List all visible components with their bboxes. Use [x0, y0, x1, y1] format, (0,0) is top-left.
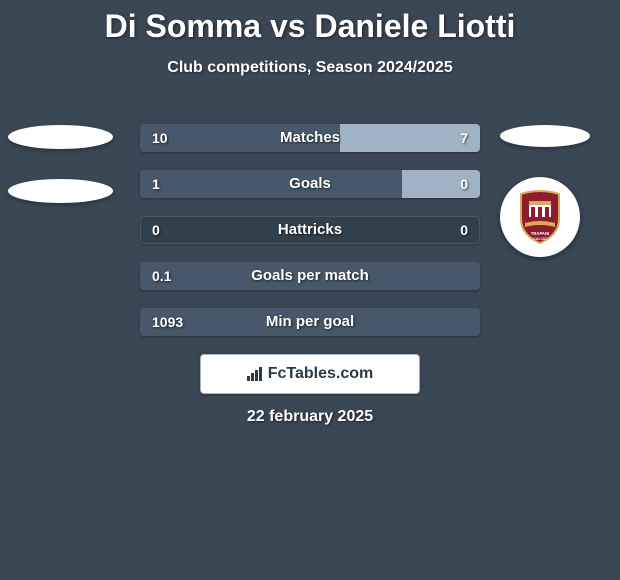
club-shield-icon: TRAPANI CALCIO	[515, 189, 565, 245]
stat-row: 10Matches7	[140, 124, 480, 152]
source-badge[interactable]: FcTables.com	[200, 354, 420, 394]
stat-row: 1Goals0	[140, 170, 480, 198]
stat-row: 1093Min per goal	[140, 308, 480, 336]
stat-row: 0Hattricks0	[140, 216, 480, 244]
club-badge: TRAPANI CALCIO	[500, 177, 580, 257]
stats-bars: 10Matches71Goals00Hattricks00.1Goals per…	[140, 124, 480, 336]
svg-text:TRAPANI: TRAPANI	[531, 231, 549, 236]
player-left-avatar-1	[8, 125, 113, 149]
stat-label: Hattricks	[140, 216, 480, 244]
player-left-avatars	[8, 125, 123, 203]
stat-label: Goals	[140, 170, 480, 198]
stat-row: 0.1Goals per match	[140, 262, 480, 290]
stat-value-right: 0	[460, 216, 468, 244]
comparison-card: Di Somma vs Daniele Liotti Club competit…	[0, 0, 620, 580]
date-line: 22 february 2025	[0, 408, 620, 426]
stat-value-right: 0	[460, 170, 468, 198]
stat-value-right: 7	[460, 124, 468, 152]
stat-label: Min per goal	[140, 308, 480, 336]
player-right-avatars: TRAPANI CALCIO	[500, 125, 600, 257]
stat-label: Goals per match	[140, 262, 480, 290]
source-text: FcTables.com	[268, 365, 374, 383]
page-subtitle: Club competitions, Season 2024/2025	[0, 59, 620, 77]
player-left-avatar-2	[8, 179, 113, 203]
player-right-avatar-1	[500, 125, 590, 147]
svg-text:CALCIO: CALCIO	[533, 237, 547, 241]
page-title: Di Somma vs Daniele Liotti	[0, 0, 620, 45]
stat-label: Matches	[140, 124, 480, 152]
bars-icon	[247, 367, 262, 381]
